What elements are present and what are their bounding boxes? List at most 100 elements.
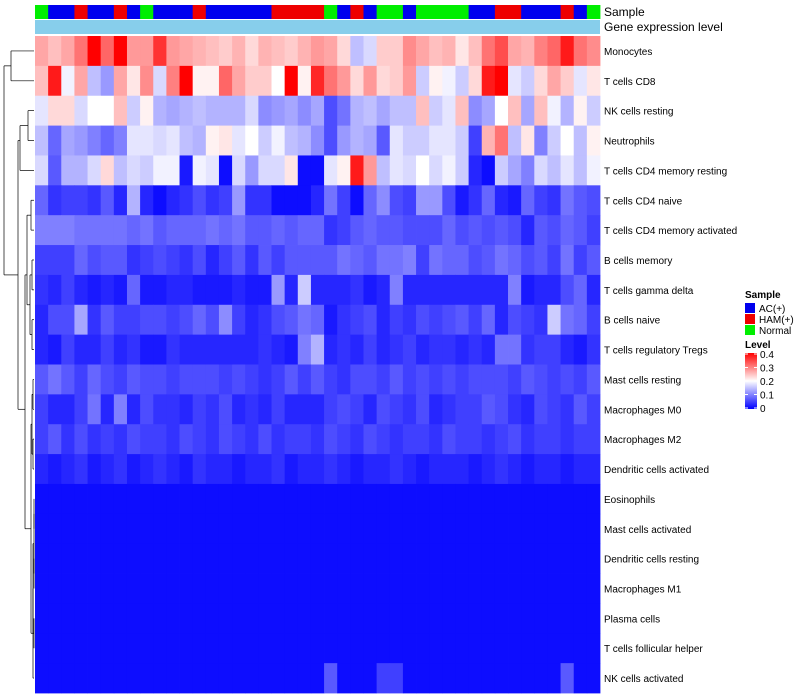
- heatmap-cell: [389, 543, 404, 574]
- row-label: B cells memory: [604, 256, 672, 267]
- heatmap-cell: [310, 274, 325, 306]
- heatmap-cell: [153, 185, 167, 216]
- heatmap-cell: [534, 334, 548, 365]
- legend-sample-label: AC(+): [759, 304, 785, 315]
- heatmap-cell: [521, 304, 535, 336]
- heatmap-cell: [494, 663, 509, 694]
- heatmap-cell: [61, 663, 75, 694]
- heatmap-cell: [337, 215, 351, 246]
- heatmap-cell: [232, 185, 246, 216]
- heatmap-cell: [310, 633, 325, 664]
- heatmap-cell: [100, 245, 115, 276]
- heatmap-cell: [455, 543, 470, 574]
- heatmap-cell: [324, 603, 338, 634]
- heatmap-cell: [521, 483, 535, 515]
- heatmap-cell: [140, 245, 154, 276]
- heatmap-cell: [468, 95, 483, 126]
- heatmap-cell: [429, 95, 443, 126]
- heatmap-cell: [481, 663, 496, 694]
- heatmap-cell: [416, 185, 430, 216]
- heatmap-cell: [153, 483, 167, 515]
- heatmap-cell: [271, 215, 286, 246]
- heatmap-cell: [534, 125, 548, 156]
- heatmap-cell: [297, 633, 312, 664]
- heatmap-cell: [376, 274, 391, 306]
- heatmap-cell: [547, 95, 561, 126]
- heatmap-cell: [126, 215, 141, 246]
- heatmap-cell: [389, 394, 404, 425]
- heatmap-cell: [126, 65, 141, 97]
- heatmap-cell: [363, 573, 378, 604]
- heatmap-cell: [429, 573, 443, 604]
- heatmap-cell: [376, 633, 391, 664]
- heatmap-cell: [468, 603, 483, 634]
- row-label: Monocytes: [604, 47, 652, 58]
- heatmap-cell: [205, 185, 220, 216]
- heatmap-cell: [166, 36, 180, 67]
- sample-cell: [87, 5, 102, 19]
- heatmap-cell: [87, 36, 102, 67]
- sample-cell: [508, 5, 522, 19]
- heatmap-cell: [179, 454, 194, 485]
- heatmap-cell: [442, 513, 456, 545]
- heatmap-cell: [113, 274, 128, 306]
- heatmap-cell: [166, 274, 180, 306]
- row-labels: Monocytes T cells CD8 NK cells resting Neut…: [604, 47, 737, 685]
- heatmap-cell: [113, 513, 128, 545]
- heatmap-cell: [389, 36, 404, 67]
- heatmap-cell: [586, 334, 601, 365]
- heatmap-cell: [534, 65, 548, 97]
- heatmap-cell: [481, 274, 496, 306]
- heatmap-cell: [48, 65, 62, 97]
- heatmap-cell: [560, 394, 575, 425]
- heatmap-cell: [547, 513, 561, 545]
- heatmap-cell: [324, 573, 338, 604]
- heatmap-cell: [429, 663, 443, 694]
- heatmap-cell: [87, 483, 102, 515]
- heatmap-cell: [324, 185, 338, 216]
- heatmap-cell: [74, 125, 88, 156]
- heatmap-cell: [402, 95, 417, 126]
- sample-cell: [521, 5, 535, 19]
- heatmap-cell: [337, 543, 351, 574]
- heatmap-cell: [87, 274, 102, 306]
- heatmap-cell: [113, 603, 128, 634]
- heatmap-cell: [389, 274, 404, 306]
- heatmap-cell: [429, 513, 443, 545]
- heatmap-cell: [74, 274, 88, 306]
- heatmap-cell: [350, 185, 364, 216]
- heatmap-cell: [205, 573, 220, 604]
- heatmap-cell: [455, 155, 470, 186]
- heatmap-cell: [35, 334, 49, 365]
- heatmap-cell: [74, 215, 88, 246]
- heatmap-cell: [179, 155, 194, 186]
- heatmap-cell: [508, 543, 522, 574]
- heatmap-cell: [494, 573, 509, 604]
- heatmap-cell: [179, 424, 194, 455]
- sample-cell: [389, 5, 404, 19]
- heatmap-cell: [468, 245, 483, 276]
- heatmap-cell: [494, 364, 509, 395]
- heatmap-cell: [389, 245, 404, 276]
- sample-cell: [74, 5, 88, 19]
- heatmap-cell: [350, 454, 364, 485]
- heatmap-cell: [192, 454, 207, 485]
- heatmap-cell: [310, 394, 325, 425]
- heatmap-cell: [48, 125, 62, 156]
- heatmap-cell: [442, 36, 456, 67]
- row-label: T cells gamma delta: [604, 286, 694, 297]
- heatmap-cell: [192, 663, 207, 694]
- heatmap-cell: [74, 65, 88, 97]
- heatmap-cell: [468, 304, 483, 336]
- sample-cell: [494, 5, 509, 19]
- heatmap-cell: [376, 95, 391, 126]
- heatmap-cell: [192, 364, 207, 395]
- heatmap-cell: [560, 155, 575, 186]
- heatmap-cell: [35, 304, 49, 336]
- heatmap-cell: [350, 573, 364, 604]
- heatmap-cell: [442, 304, 456, 336]
- heatmap-cell: [232, 364, 246, 395]
- heatmap-cell: [48, 603, 62, 634]
- heatmap-cell: [310, 603, 325, 634]
- sample-cell: [547, 5, 561, 19]
